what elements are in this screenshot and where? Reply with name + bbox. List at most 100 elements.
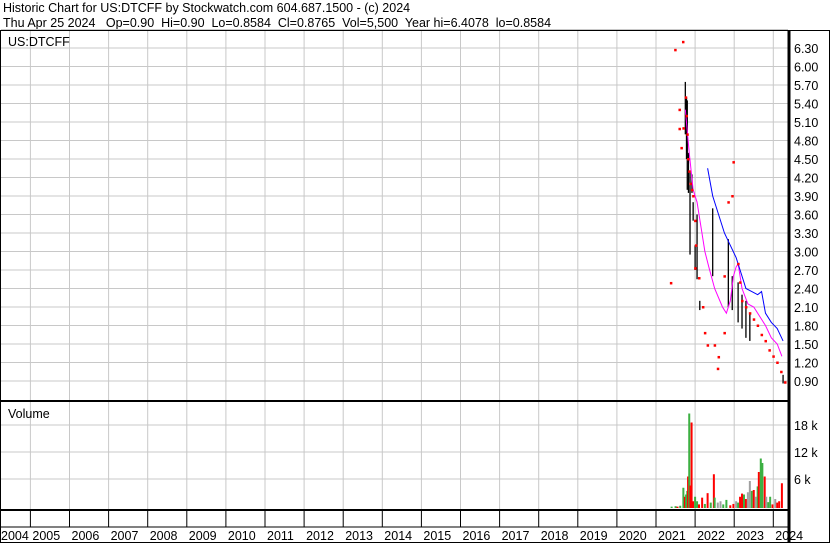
close-point	[737, 262, 740, 266]
volume-bar	[750, 490, 753, 508]
volume-bar	[696, 501, 699, 508]
close-point	[701, 306, 705, 309]
close-point	[723, 275, 726, 278]
close-point	[760, 333, 764, 337]
price-panel-label: US:DTCFF	[8, 35, 70, 49]
volume-bar	[692, 501, 695, 508]
volume-bar	[739, 496, 742, 508]
close-point	[682, 127, 685, 130]
volume-bar	[732, 503, 735, 508]
x-tick-label: 2006	[72, 529, 100, 543]
close-point	[689, 182, 692, 186]
volume-bar	[757, 472, 760, 508]
volume-bar	[690, 422, 693, 508]
volume-bar	[688, 413, 691, 508]
close-point	[717, 355, 721, 359]
volume-bar	[767, 502, 770, 508]
chart-title: Historic Chart for US:DTCFF by Stockwatc…	[3, 1, 411, 15]
volume-bar	[682, 487, 685, 508]
volume-bar	[761, 463, 764, 508]
grid	[1, 29, 788, 509]
volume-bar	[701, 497, 704, 508]
price-tick-label: 4.80	[794, 135, 818, 149]
x-tick-label: 2004	[1, 529, 29, 543]
quote-summary: Thu Apr 25 2024 Op=0.90 Hi=0.90 Lo=0.858…	[3, 16, 552, 30]
close-point	[694, 267, 697, 270]
volume-bar	[756, 486, 759, 508]
volume-bar	[741, 493, 744, 508]
volume-bar	[765, 496, 768, 508]
volume-bar	[742, 494, 745, 508]
x-tick-label: 2021	[658, 529, 686, 543]
volume-bar	[706, 493, 709, 508]
price-tick-label: 3.00	[794, 246, 818, 260]
axes: 2004 2005 2006 2007 2008 2009 2010 2011 2012 2013…	[0, 30, 830, 543]
close-point	[669, 281, 673, 285]
long-moving-average-line	[707, 168, 784, 342]
x-tick-label: 2008	[150, 529, 178, 543]
close-point	[692, 195, 695, 198]
price-tick-label: 0.90	[794, 375, 818, 389]
marks	[669, 40, 787, 508]
close-point	[723, 331, 726, 335]
close-point	[694, 244, 698, 247]
volume-bar	[752, 490, 755, 508]
price-tick-label: 4.20	[794, 172, 818, 186]
price-tick-label: 3.90	[794, 190, 818, 204]
close-point	[678, 127, 681, 131]
volume-bar	[670, 506, 673, 508]
volume-bar	[676, 506, 679, 508]
volume-bar	[722, 504, 725, 508]
close-point	[680, 146, 683, 150]
x-tick-label: 2012	[306, 529, 334, 543]
short-moving-average-line	[684, 109, 783, 357]
x-tick-label: 2015	[423, 529, 451, 543]
volume-bar	[778, 501, 781, 508]
close-point	[768, 349, 771, 352]
price-tick-label: 5.40	[794, 98, 818, 112]
volume-bar	[703, 503, 706, 508]
volume-bar	[689, 485, 692, 508]
volume-bar	[744, 499, 747, 508]
x-tick-label: 2019	[580, 529, 608, 543]
price-tick-label: 4.50	[794, 153, 818, 167]
close-point	[731, 195, 734, 198]
volume-bar	[712, 474, 715, 508]
x-tick-label: 2023	[736, 529, 764, 543]
volume-bar	[716, 502, 719, 508]
volume-bar	[685, 494, 688, 508]
price-tick-label: 5.10	[794, 116, 818, 130]
volume-bar	[729, 505, 732, 508]
volume-tick-label: 18 k	[794, 419, 818, 433]
x-tick-label: 2018	[541, 529, 569, 543]
price-tick-label: 3.30	[794, 227, 818, 241]
close-point	[685, 114, 688, 118]
volume-bar	[679, 505, 682, 508]
volume-tick-label: 6 k	[794, 473, 811, 487]
volume-tick-label: 12 k	[794, 446, 818, 460]
close-point	[698, 277, 701, 280]
close-point	[784, 381, 787, 384]
close-point	[744, 306, 748, 309]
price-tick-label: 3.60	[794, 209, 818, 223]
volume-bar	[759, 458, 762, 508]
volume-panel-label: Volume	[8, 407, 50, 421]
close-point	[686, 133, 689, 136]
close-point	[713, 344, 717, 347]
close-point	[739, 281, 742, 284]
close-point	[748, 312, 752, 315]
close-point	[752, 318, 756, 321]
volume-bar	[694, 496, 697, 508]
close-point	[684, 96, 688, 99]
volume-bar	[774, 499, 777, 508]
volume-bar	[719, 501, 722, 508]
volume-bar	[725, 499, 728, 508]
close-point	[690, 188, 694, 192]
x-tick-label: 2020	[619, 529, 647, 543]
volume-bar	[754, 496, 757, 508]
volume-bar	[683, 496, 686, 508]
x-tick-label: 2014	[384, 529, 412, 543]
price-tick-label: 2.70	[794, 264, 818, 278]
volume-bar	[698, 504, 701, 508]
close-point	[732, 161, 735, 164]
